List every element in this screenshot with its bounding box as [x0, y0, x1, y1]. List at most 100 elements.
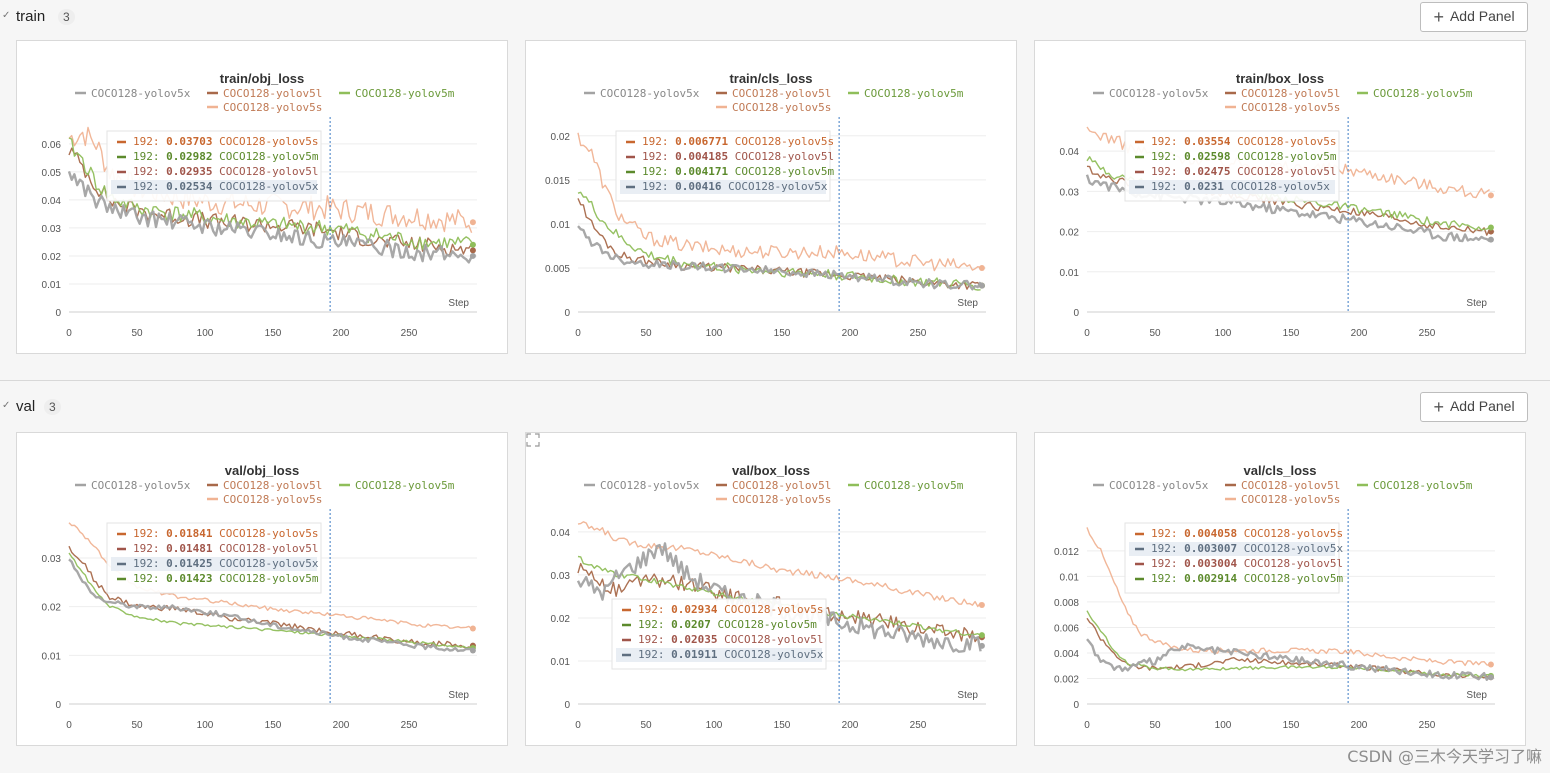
tooltip-highlight-row — [1129, 542, 1335, 556]
y-tick-label: 0 — [55, 700, 61, 711]
legend-entry: COCO128-yolov5m — [355, 479, 455, 492]
tooltip-series-name: COCO128-yolov5m — [728, 165, 834, 178]
series-end-point — [469, 252, 476, 259]
series-line-yolov5x — [68, 558, 472, 653]
chart-panel-train-obj-loss[interactable]: train/obj_loss COCO128-yolov5x COCO128-yol… — [16, 40, 508, 354]
x-tick-label: 200 — [333, 720, 350, 731]
tooltip-row: 192: 0.00416 COCO128-yolov5x — [642, 180, 828, 193]
tooltip-series-name: COCO128-yolov5s — [728, 135, 834, 148]
plus-icon: + — [1433, 396, 1444, 417]
add-panel-label: Add Panel — [1449, 397, 1515, 414]
x-tick-label: 0 — [1084, 720, 1090, 731]
section-panel-count: 3 — [44, 399, 61, 415]
series-end-point — [978, 642, 985, 649]
series-end-point — [978, 282, 985, 289]
x-tick-label: 50 — [131, 328, 143, 339]
series-line-yolov5m — [68, 137, 473, 251]
y-tick-label: 0.008 — [1054, 598, 1079, 609]
series-end-point — [469, 247, 476, 254]
y-tick-label: 0.05 — [42, 168, 62, 179]
section-title[interactable]: train — [16, 8, 46, 25]
x-tick-label: 200 — [1351, 720, 1368, 731]
tooltip-step: 192: — [638, 618, 671, 631]
legend-entry: COCO128-yolov5l — [223, 479, 322, 492]
tooltip-value: 0.004058 — [1184, 527, 1237, 540]
x-tick-label: 150 — [774, 720, 791, 731]
series-end-point — [1487, 192, 1494, 199]
x-tick-label: 50 — [640, 720, 652, 731]
tooltip-step: 192: — [638, 603, 671, 616]
chart-title: val/box_loss — [732, 463, 810, 478]
tooltip-series-name: COCO128-yolov5l — [728, 150, 834, 163]
tooltip-row: 192: 0.004185 COCO128-yolov5l — [642, 150, 834, 163]
chart-panel-val-cls-loss[interactable]: val/cls_loss COCO128-yolov5x COCO128-yolov… — [1034, 432, 1526, 746]
legend-entry: COCO128-yolov5x — [600, 87, 700, 100]
x-tick-label: 150 — [1283, 720, 1300, 731]
x-tick-label: 250 — [1419, 720, 1436, 731]
tooltip-row: 192: 0.02598 COCO128-yolov5m — [1151, 150, 1337, 163]
y-tick-label: 0.01 — [1060, 268, 1080, 279]
tooltip-step: 192: — [642, 165, 675, 178]
tooltip-row: 192: 0.01481 COCO128-yolov5l — [133, 542, 318, 555]
tooltip-series-name: COCO128-yolov5l — [1237, 557, 1343, 570]
series-end-point — [469, 219, 476, 226]
chart-panel-train-cls-loss[interactable]: train/cls_loss COCO128-yolov5x COCO128-yol… — [525, 40, 1017, 354]
x-tick-label: 0 — [66, 720, 72, 731]
tooltip-value: 0.01425 — [166, 557, 212, 570]
legend-entry: COCO128-yolov5s — [1241, 493, 1340, 506]
tooltip-value: 0.02982 — [166, 150, 212, 163]
chart-panel-val-box-loss[interactable]: val/box_loss COCO128-yolov5x COCO128-yolov… — [525, 432, 1017, 746]
x-axis-label: Step — [1466, 690, 1487, 701]
y-tick-label: 0.06 — [42, 140, 62, 151]
tooltip-series-name: COCO128-yolov5l — [212, 165, 318, 178]
tooltip-step: 192: — [1151, 165, 1184, 178]
legend-entry: COCO128-yolov5x — [600, 479, 700, 492]
tooltip-series-name: COCO128-yolov5s — [717, 603, 823, 616]
y-tick-label: 0.01 — [42, 280, 62, 291]
add-panel-button[interactable]: + Add Panel — [1420, 392, 1528, 422]
tooltip-step: 192: — [133, 150, 166, 163]
tooltip-step: 192: — [133, 542, 166, 555]
y-tick-label: 0.04 — [42, 196, 62, 207]
legend-entry: COCO128-yolov5s — [732, 101, 831, 114]
legend-entry: COCO128-yolov5l — [1241, 479, 1340, 492]
tooltip-step: 192: — [133, 572, 166, 585]
add-panel-button[interactable]: + Add Panel — [1420, 2, 1528, 32]
y-tick-label: 0.02 — [42, 603, 62, 614]
series-line-yolov5x — [577, 225, 982, 291]
y-tick-label: 0.01 — [42, 651, 62, 662]
y-tick-label: 0 — [564, 308, 570, 319]
x-tick-label: 50 — [1149, 328, 1161, 339]
tooltip-series-name: COCO128-yolov5m — [212, 150, 318, 163]
tooltip-step: 192: — [1151, 135, 1184, 148]
tooltip-step: 192: — [1151, 557, 1184, 570]
collapse-chevron-icon[interactable]: ✓ — [2, 10, 11, 21]
collapse-chevron-icon[interactable]: ✓ — [2, 400, 11, 411]
tooltip-value: 0.02475 — [1184, 165, 1230, 178]
chart-title: train/obj_loss — [220, 71, 305, 86]
legend-entry: COCO128-yolov5x — [91, 479, 191, 492]
tooltip-step: 192: — [642, 180, 675, 193]
legend-entry: COCO128-yolov5s — [1241, 101, 1340, 114]
chart-svg: train/cls_loss COCO128-yolov5x COCO128-yol… — [545, 71, 986, 339]
tooltip-series-name: COCO128-yolov5x — [1237, 542, 1343, 555]
tooltip-series-name: COCO128-yolov5l — [717, 633, 823, 646]
tooltip-value: 0.02935 — [166, 165, 212, 178]
expand-icon[interactable] — [526, 433, 540, 447]
tooltip-value: 0.003007 — [1184, 542, 1237, 555]
tooltip-row: 192: 0.01425 COCO128-yolov5x — [133, 557, 319, 570]
chart-panel-train-box-loss[interactable]: train/box_loss COCO128-yolov5x COCO128-yol… — [1034, 40, 1526, 354]
tooltip-row: 192: 0.0231 COCO128-yolov5x — [1151, 180, 1330, 193]
tooltip-highlight-row — [616, 648, 822, 662]
series-end-point — [469, 241, 476, 248]
chart-panel-val-obj-loss[interactable]: val/obj_loss COCO128-yolov5x COCO128-yolov… — [16, 432, 508, 746]
tooltip-row: 192: 0.02935 COCO128-yolov5l — [133, 165, 318, 178]
tooltip-series-name: COCO128-yolov5x — [1224, 180, 1330, 193]
x-tick-label: 0 — [66, 328, 72, 339]
tooltip-value: 0.02035 — [671, 633, 717, 646]
tooltip-value: 0.004171 — [675, 165, 728, 178]
chart-title: train/box_loss — [1236, 71, 1324, 86]
section-title[interactable]: val — [16, 398, 36, 415]
series-line-yolov5s — [1086, 527, 1490, 667]
series-line-yolov5x — [1086, 638, 1491, 681]
